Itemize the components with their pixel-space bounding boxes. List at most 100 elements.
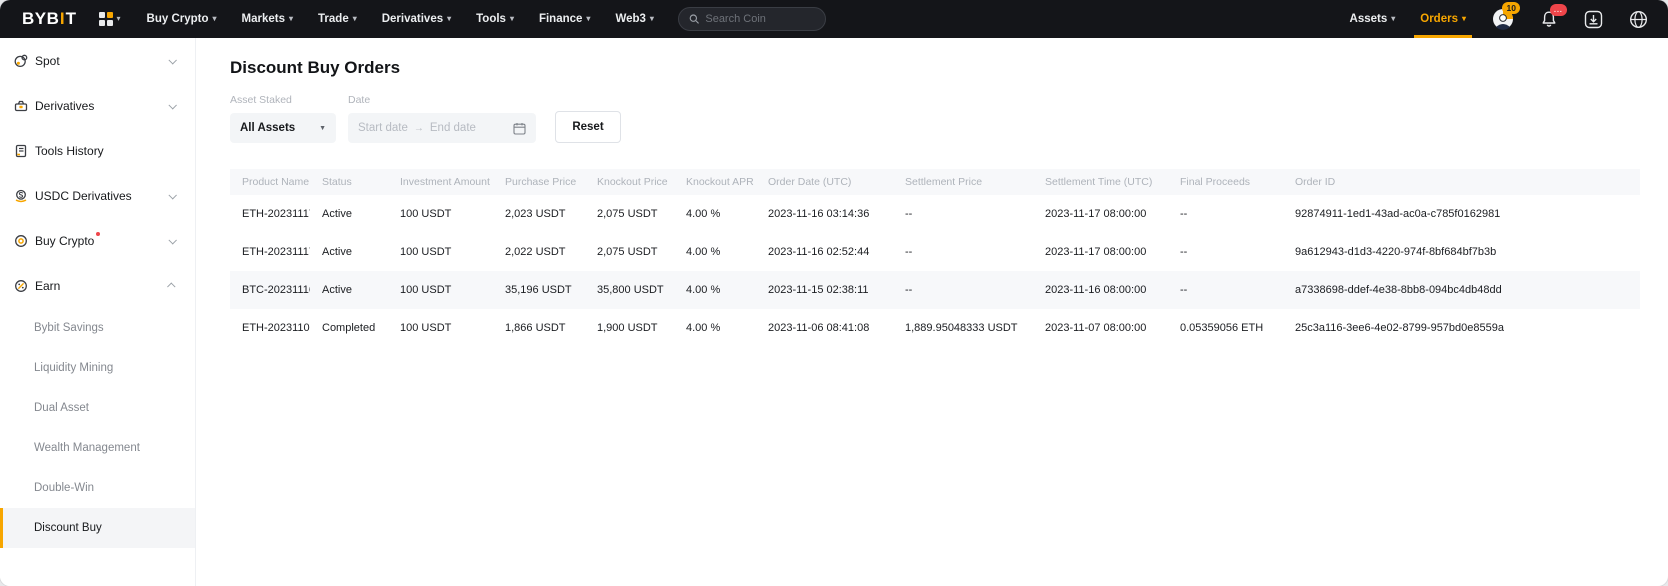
nav-item-buy-crypto[interactable]: Buy Crypto ▾ (147, 0, 217, 38)
cell-product-name: ETH-20231117 (242, 246, 310, 258)
cell-knockout-apr: 4.00 % (686, 246, 721, 258)
cell-purchase-price: 2,022 USDT (505, 246, 566, 258)
cell-status: Active (322, 246, 352, 258)
end-date-placeholder: End date (429, 122, 476, 134)
column-header-order-date-utc: Order Date (UTC) (756, 169, 893, 195)
sidebar-item-tools-history[interactable]: Tools History (0, 128, 195, 173)
cell-settlement-time-utc: 2023-11-16 08:00:00 (1033, 271, 1168, 309)
reset-button[interactable]: Reset (555, 111, 621, 143)
chevron-down-icon (168, 235, 177, 245)
search-icon (689, 14, 699, 24)
asset-staked-value: All Assets (240, 122, 296, 134)
column-header-product-name: Product Name (230, 169, 310, 195)
chevron-down-icon: ▾ (212, 14, 217, 23)
sidebar-item-earn[interactable]: Earn (0, 263, 195, 308)
cell-order-id: 92874911-1ed1-43ad-ac0a-c785f0162981 (1295, 208, 1501, 220)
sidebar-subitem-liquidity-mining[interactable]: Liquidity Mining (34, 362, 114, 374)
chevron-down-icon (168, 100, 177, 110)
nav-item-label: Assets (1349, 13, 1388, 25)
nav-item-markets[interactable]: Markets ▾ (242, 0, 293, 38)
sidebar-item-derivatives[interactable]: Derivatives (0, 83, 195, 128)
sidebar-item-label: Derivatives (35, 98, 95, 113)
bybit-logo[interactable]: BYB I T (22, 9, 77, 29)
cell-final-proceeds: -- (1180, 246, 1188, 258)
cell-order-id: 25c3a116-3ee6-4e02-8799-957bd0e8559a (1295, 322, 1504, 334)
column-header-final-proceeds: Final Proceeds (1168, 169, 1283, 195)
cell-order-id: 9a612943-d1d3-4220-974f-8bf684bf7b3b (1295, 246, 1497, 258)
cell-knockout-apr: 4.00 % (674, 271, 756, 309)
cell-knockout-apr: 4.00 % (686, 208, 721, 220)
apps-menu-button[interactable]: ▾ (98, 12, 121, 26)
nav-item-tools[interactable]: Tools ▾ (476, 0, 514, 38)
nav-item-label: Buy Crypto (146, 13, 209, 25)
nav-item-assets[interactable]: Assets ▾ (1350, 0, 1396, 38)
orders-table: Product Name Status Investment Amount Purch… (230, 169, 1640, 347)
nav-item-web3[interactable]: Web3 ▾ (615, 0, 653, 38)
logo-accent-letter: I (59, 9, 66, 28)
download-icon (1584, 10, 1603, 28)
column-header-knockout-price: Knockout Price (585, 169, 674, 195)
chevron-down-icon: ▾ (352, 14, 357, 23)
sidebar-item-usdc-derivatives[interactable]: USDC Derivatives (0, 173, 195, 218)
cell-knockout-price: 35,800 USDT (585, 271, 674, 309)
date-range-picker[interactable]: Start date → End date (348, 113, 536, 143)
chat-badge: 10 (1502, 2, 1521, 14)
navbar-right: Assets ▾ Orders ▾ 10 ... (1350, 0, 1648, 38)
asset-staked-dropdown[interactable]: All Assets ▼ (230, 113, 336, 143)
dropdown-arrow-icon: ▼ (319, 124, 326, 132)
cell-final-proceeds: -- (1180, 208, 1188, 220)
date-label: Date (348, 94, 371, 106)
support-chat-button[interactable]: 10 (1492, 2, 1521, 30)
cell-order-date-utc: 2023-11-16 03:14:36 (768, 208, 870, 220)
nav-item-finance[interactable]: Finance ▾ (539, 0, 590, 38)
nav-item-label: Orders (1420, 13, 1458, 25)
search-input[interactable] (705, 13, 815, 25)
language-button[interactable] (1629, 10, 1648, 29)
chevron-down-icon (168, 190, 177, 200)
sidebar-subitem-dual-asset[interactable]: Dual Asset (34, 402, 89, 414)
notifications-badge: ... (1550, 4, 1567, 16)
sidebar-subitem-bybit-savings[interactable]: Bybit Savings (34, 322, 104, 334)
sidebar-item-spot[interactable]: Spot (0, 38, 195, 83)
column-header-status: Status (310, 169, 388, 195)
cell-investment-amount: 100 USDT (400, 208, 452, 220)
cell-settlement-time-utc: 2023-11-17 08:00:00 (1045, 208, 1147, 220)
nav-item-orders[interactable]: Orders ▾ (1414, 0, 1472, 38)
download-app-button[interactable] (1584, 10, 1603, 29)
asset-staked-label: Asset Staked (230, 94, 292, 106)
spot-icon (13, 53, 29, 69)
table-row: ETH-20231117 Active 100 USDT 2,023 USDT 2,07… (230, 195, 1640, 233)
column-header-purchase-price: Purchase Price (493, 169, 585, 195)
sidebar-item-label: USDC Derivatives (35, 188, 132, 203)
column-header-knockout-apr: Knockout APR (674, 169, 756, 195)
search-box[interactable] (677, 7, 826, 31)
column-header-investment-amount: Investment Amount (388, 169, 493, 195)
apps-grid-icon (98, 12, 113, 26)
nav-item-derivatives[interactable]: Derivatives ▾ (382, 0, 451, 38)
notifications-button[interactable]: ... (1540, 4, 1567, 28)
sidebar-item-buy-crypto[interactable]: Buy Crypto (0, 218, 195, 263)
cell-settlement-price: -- (905, 246, 913, 258)
sidebar-subitem-wealth-management[interactable]: Wealth Management (34, 442, 140, 454)
sidebar: Spot Derivatives Tools History USDC Derivat… (0, 38, 196, 586)
notification-dot (96, 231, 101, 236)
logo-text: BYB (22, 9, 60, 28)
cell-order-date-utc: 2023-11-15 02:38:11 (756, 271, 893, 309)
table-row: ETH-20231117 Active 100 USDT 2,022 USDT 2,07… (230, 233, 1640, 271)
cell-purchase-price: 2,023 USDT (505, 208, 566, 220)
main-navigation: Buy Crypto ▾ Markets ▾ Trade ▾ Derivatives ▾ Too… (147, 0, 654, 38)
cell-final-proceeds: 0.05359056 ETH (1180, 322, 1264, 334)
page-title: Discount Buy Orders (230, 58, 401, 77)
cell-purchase-price: 1,866 USDT (505, 322, 566, 334)
earn-submenu: Bybit Savings Liquidity Mining Dual Asset W… (0, 308, 195, 548)
cell-product-name: ETH-20231117 (242, 208, 310, 220)
sidebar-item-label: Earn (35, 278, 61, 293)
sidebar-subitem-double-win[interactable]: Double-Win (34, 482, 95, 494)
column-header-settlement-time-utc: Settlement Time (UTC) (1033, 169, 1168, 195)
column-header-settlement-price: Settlement Price (893, 169, 1033, 195)
cell-knockout-apr: 4.00 % (686, 322, 721, 334)
nav-item-trade[interactable]: Trade ▾ (318, 0, 357, 38)
start-date-placeholder: Start date (358, 122, 408, 134)
sidebar-subitem-discount-buy[interactable]: Discount Buy (0, 508, 195, 548)
